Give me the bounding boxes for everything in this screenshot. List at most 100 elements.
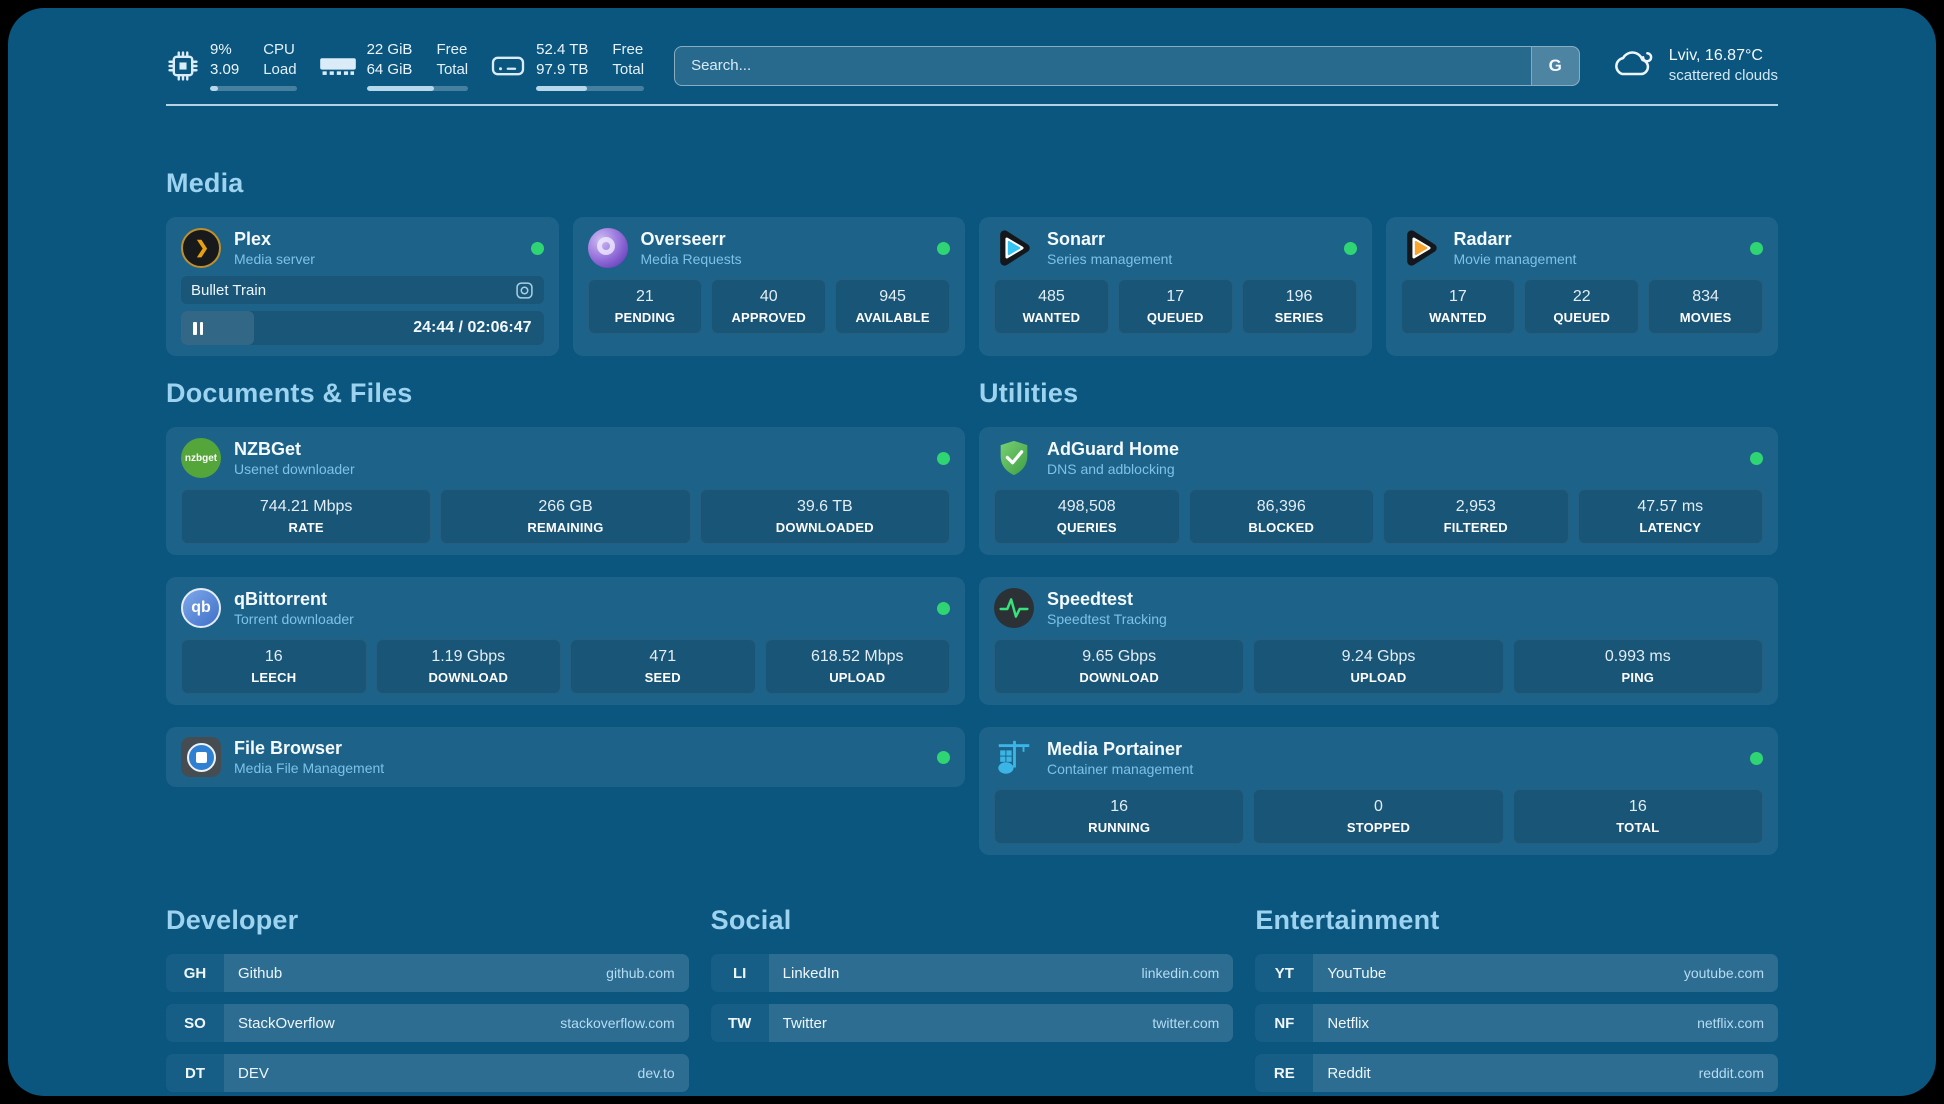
link-dev[interactable]: DT DEV dev.to xyxy=(166,1054,689,1092)
status-dot-online xyxy=(937,601,950,615)
stat-value: 86,396 xyxy=(1256,498,1306,515)
app-name: AdGuard Home xyxy=(1047,439,1180,459)
developer-section: Developer GH Github github.com SO StackO… xyxy=(166,905,689,1092)
stat-label: WANTED xyxy=(1022,310,1081,325)
stat-value: 16 xyxy=(1110,798,1129,815)
disk-total-label: Total xyxy=(612,61,645,78)
adguard-card[interactable]: AdGuard Home DNS and adblocking 498,508 … xyxy=(979,427,1778,555)
stat-box: 39.6 TB DOWNLOADED xyxy=(699,489,950,544)
app-subtitle: Container management xyxy=(1047,761,1194,777)
stat-box: 16 LEECH xyxy=(181,639,367,694)
stat-label: LEECH xyxy=(251,670,297,685)
link-stackoverflow[interactable]: SO StackOverflow stackoverflow.com xyxy=(166,1004,689,1042)
link-url: youtube.com xyxy=(1683,965,1764,981)
link-name: YouTube xyxy=(1327,964,1387,982)
app-subtitle: Speedtest Tracking xyxy=(1047,611,1167,627)
app-subtitle: Torrent downloader xyxy=(234,611,354,627)
link-twitter[interactable]: TW Twitter twitter.com xyxy=(710,1004,1234,1042)
stat-label: RATE xyxy=(288,520,324,535)
disk-usage-bar xyxy=(536,86,645,91)
filebrowser-card[interactable]: File Browser Media File Management xyxy=(166,727,965,787)
stat-box: 266 GB REMAINING xyxy=(440,489,691,544)
link-name: DEV xyxy=(238,1064,269,1082)
cpu-load-value: 3.09 xyxy=(210,61,240,78)
weather-condition: scattered clouds xyxy=(1668,67,1778,84)
link-abbr: NF xyxy=(1255,1004,1314,1042)
section-title-social: Social xyxy=(710,905,792,935)
now-playing-row: Bullet Train xyxy=(181,276,544,304)
speedtest-icon xyxy=(994,588,1034,628)
cpu-usage-value: 9% xyxy=(210,41,232,58)
stat-box: 1.19 Gbps DOWNLOAD xyxy=(375,639,561,694)
stat-box: 834 MOVIES xyxy=(1648,279,1763,334)
ram-free-value: 22 GiB xyxy=(366,41,413,58)
stat-label: LATENCY xyxy=(1639,520,1702,535)
cpu-load-label: Load xyxy=(263,61,297,78)
weather-location-temp: Lviv, 16.87°C xyxy=(1668,47,1763,64)
stat-label: UPLOAD xyxy=(1350,670,1407,685)
link-linkedin[interactable]: LI LinkedIn linkedin.com xyxy=(710,954,1234,992)
link-name: LinkedIn xyxy=(782,964,840,982)
radarr-icon xyxy=(1401,228,1441,268)
disk-usage-bar-fill xyxy=(536,86,587,91)
stat-box: 196 SERIES xyxy=(1241,279,1357,334)
stat-box: 86,396 BLOCKED xyxy=(1188,489,1374,544)
stat-value: 618.52 Mbps xyxy=(810,648,904,665)
stat-label: STOPPED xyxy=(1346,820,1411,835)
app-subtitle: Usenet downloader xyxy=(234,461,355,477)
disk-free-value: 52.4 TB xyxy=(536,41,589,58)
link-abbr: TW xyxy=(710,1004,769,1042)
link-abbr: LI xyxy=(710,954,769,992)
cpu-usage-bar-fill xyxy=(210,86,218,91)
speedtest-card[interactable]: Speedtest Speedtest Tracking 9.65 Gbps D… xyxy=(979,577,1778,705)
stat-label: FILTERED xyxy=(1443,520,1508,535)
stat-value: 0 xyxy=(1374,798,1383,815)
link-name: Twitter xyxy=(782,1014,827,1032)
app-name: File Browser xyxy=(234,738,343,758)
qbittorrent-card[interactable]: qb qBittorrent Torrent downloader 16 LEE… xyxy=(166,577,965,705)
app-name: NZBGet xyxy=(234,439,301,459)
link-github[interactable]: GH Github github.com xyxy=(166,954,689,992)
cpu-widget: 9% 3.09 CPU Load xyxy=(166,40,297,91)
stat-box: 485 WANTED xyxy=(994,279,1109,334)
system-stats: 9% 3.09 CPU Load xyxy=(166,40,645,91)
status-dot-online xyxy=(530,241,544,255)
disc-icon[interactable] xyxy=(515,281,534,300)
search-engine-button[interactable]: G xyxy=(1530,46,1579,85)
status-dot-online xyxy=(937,241,950,255)
portainer-card[interactable]: Media Portainer Container management 16 … xyxy=(979,727,1778,855)
stat-value: 834 xyxy=(1692,288,1719,305)
radarr-card[interactable]: Radarr Movie management 17 WANTED 22 QUE… xyxy=(1385,217,1778,356)
overseerr-card[interactable]: Overseerr Media Requests 21 PENDING 40 A… xyxy=(572,217,965,356)
cloud-icon xyxy=(1610,47,1656,85)
stat-box: 0 STOPPED xyxy=(1253,789,1504,844)
stat-value: 9.65 Gbps xyxy=(1082,648,1157,665)
stat-box: 17 QUEUED xyxy=(1117,279,1233,334)
link-youtube[interactable]: YT YouTube youtube.com xyxy=(1255,954,1778,992)
cpu-usage-bar xyxy=(210,86,297,91)
section-title-developer: Developer xyxy=(166,905,299,935)
stat-box: 21 PENDING xyxy=(587,279,703,334)
link-reddit[interactable]: RE Reddit reddit.com xyxy=(1255,1054,1778,1092)
link-url: reddit.com xyxy=(1698,1065,1764,1081)
stat-box: 47.57 ms LATENCY xyxy=(1577,489,1763,544)
sonarr-card[interactable]: Sonarr Series management 485 WANTED 17 Q… xyxy=(979,217,1372,356)
stat-value: 1.19 Gbps xyxy=(431,648,506,665)
cpu-icon xyxy=(166,49,200,83)
stat-value: 9.24 Gbps xyxy=(1341,648,1416,665)
section-title-media: Media xyxy=(166,168,244,198)
stat-value: 266 GB xyxy=(538,498,593,515)
social-section: Social LI LinkedIn linkedin.com TW Twitt… xyxy=(710,905,1234,1042)
ram-usage-bar xyxy=(366,86,469,91)
plex-card[interactable]: ❯ Plex Media server Bullet Train xyxy=(166,217,559,356)
stat-label: DOWNLOAD xyxy=(1079,670,1159,685)
search-input[interactable] xyxy=(675,46,1579,85)
link-name: Github xyxy=(238,964,283,982)
nzbget-card[interactable]: nzbget NZBGet Usenet downloader 744.21 M… xyxy=(166,427,965,555)
app-subtitle: Media File Management xyxy=(234,760,385,776)
weather-widget: Lviv, 16.87°C scattered clouds xyxy=(1610,45,1778,86)
sonarr-icon xyxy=(994,228,1034,268)
app-subtitle: Media server xyxy=(234,251,315,267)
overseerr-icon xyxy=(587,228,628,268)
link-netflix[interactable]: NF Netflix netflix.com xyxy=(1255,1004,1778,1042)
